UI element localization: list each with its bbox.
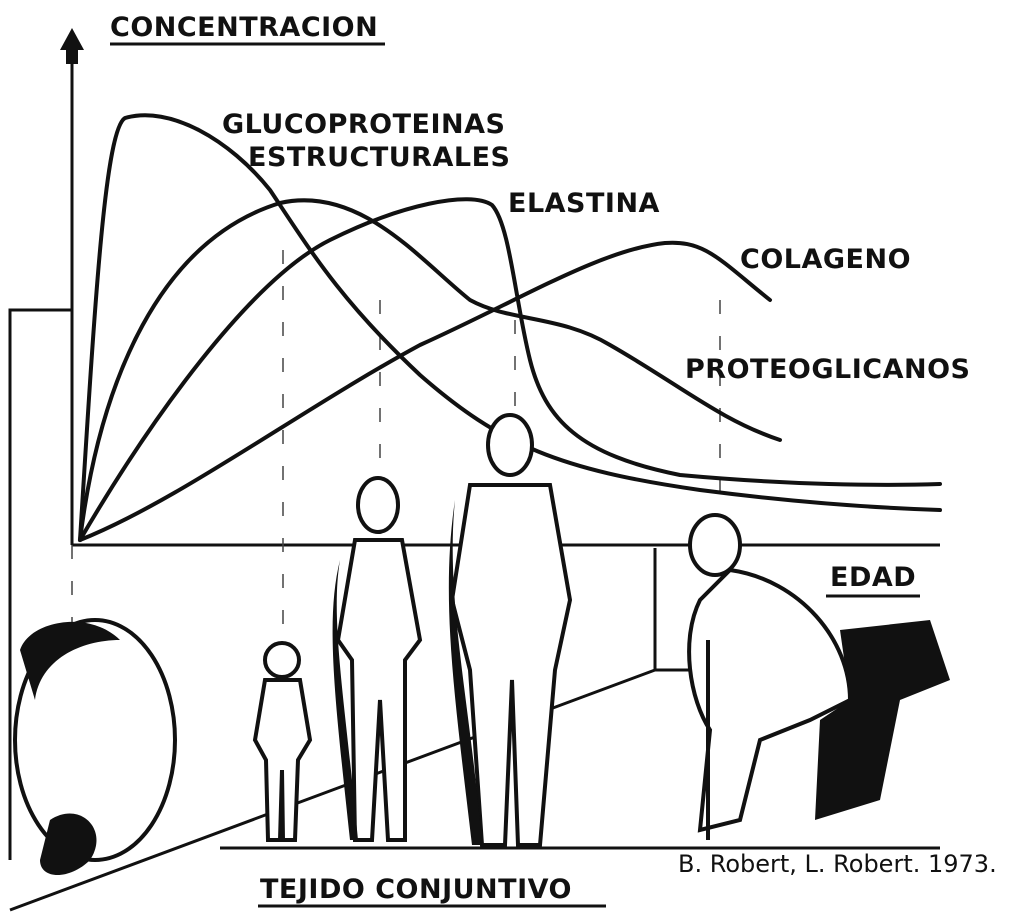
collagen-curve <box>78 240 772 542</box>
y-axis-label: CONCENTRACION <box>110 12 378 43</box>
caption: TEJIDO CONJUNTIVO <box>260 874 572 905</box>
y-axis-arrow <box>60 28 84 64</box>
fetus <box>13 618 177 875</box>
elastin-curve <box>78 197 942 542</box>
child <box>252 641 313 842</box>
elastin-label: ELASTINA <box>508 188 660 219</box>
credit: B. Robert, L. Robert. 1973. <box>678 850 997 878</box>
elder <box>687 513 950 840</box>
man <box>448 413 573 847</box>
glycoprotein-curve <box>78 113 942 542</box>
glycoprotein-label: ESTRUCTURALES <box>248 142 510 173</box>
collagen-label: COLAGENO <box>740 244 911 275</box>
x-axis-label: EDAD <box>830 562 916 593</box>
stage-markers <box>71 250 721 640</box>
proteoglycan-curve <box>78 198 782 542</box>
proteoglycan-label: PROTEOGLICANOS <box>685 354 970 385</box>
glycoprotein-label: GLUCOPROTEINAS <box>222 109 505 140</box>
woman <box>332 476 423 842</box>
